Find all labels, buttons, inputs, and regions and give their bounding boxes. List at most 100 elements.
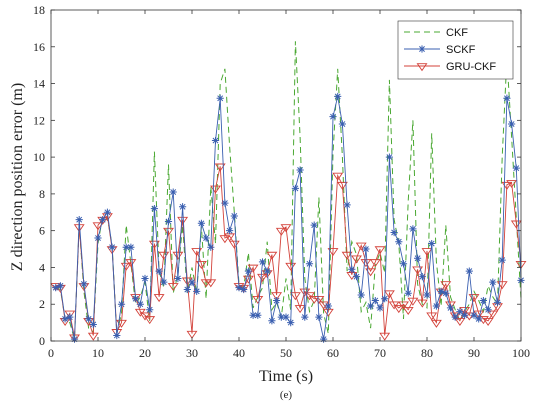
data-point: [240, 285, 248, 294]
data-point: [254, 311, 262, 319]
legend-entry: GRU-CKF: [404, 61, 496, 73]
data-point: [503, 94, 511, 102]
data-point: [418, 273, 426, 281]
x-tick-label: 90: [468, 346, 480, 360]
data-point: [498, 256, 506, 264]
data-point: [122, 243, 130, 251]
data-point: [277, 313, 285, 321]
data-point: [463, 312, 475, 321]
data-point: [167, 283, 179, 292]
data-point: [132, 295, 140, 303]
data-point: [287, 319, 295, 327]
data-point: [468, 294, 480, 303]
data-point: [461, 311, 469, 319]
y-tick-label: 12: [33, 113, 45, 127]
y-tick-label: 10: [33, 150, 45, 164]
data-point: [341, 251, 353, 260]
data-point: [423, 291, 431, 299]
data-point: [56, 282, 64, 290]
data-point: [235, 284, 243, 292]
data-point: [205, 279, 217, 288]
x-tick-label: 70: [374, 346, 386, 360]
data-point: [87, 332, 99, 341]
data-point: [324, 302, 332, 310]
data-point: [92, 222, 104, 231]
data-point: [334, 92, 342, 101]
data-point: [141, 274, 149, 283]
legend: CKF SCKF GRU-CKF: [397, 20, 514, 80]
data-point: [181, 277, 193, 286]
data-point: [412, 266, 424, 275]
data-point: [442, 289, 450, 297]
data-point: [195, 261, 207, 269]
data-point: [70, 335, 79, 343]
data-point: [257, 273, 268, 282]
data-point: [211, 136, 220, 145]
y-tick-label: 8: [39, 187, 45, 201]
data-point: [432, 302, 440, 310]
data-point: [383, 290, 395, 299]
y-tick-label: 4: [39, 260, 45, 274]
data-point: [409, 225, 417, 233]
y-tick-label: 2: [39, 297, 45, 311]
data-point: [327, 248, 339, 257]
x-tick-label: 60: [327, 346, 339, 360]
data-point: [120, 262, 132, 271]
data-point: [365, 268, 377, 277]
data-point: [127, 243, 135, 251]
data-point: [103, 208, 111, 216]
data-point: [273, 296, 281, 305]
data-point: [266, 251, 278, 260]
data-point: [338, 120, 346, 128]
data-point: [376, 304, 384, 312]
data-point: [301, 313, 309, 321]
y-tick-label: 14: [33, 77, 45, 91]
data-point: [174, 274, 182, 283]
data-point: [99, 216, 107, 224]
data-point: [188, 278, 196, 286]
data-point: [89, 320, 97, 329]
data-point: [113, 331, 121, 340]
data-point: [146, 306, 154, 314]
data-point: [426, 312, 438, 321]
data-point: [155, 267, 163, 275]
x-tick-label: 50: [280, 346, 292, 360]
data-point: [416, 299, 428, 308]
data-point: [440, 281, 452, 290]
data-point: [291, 184, 299, 192]
data-point: [404, 289, 412, 297]
data-point: [398, 301, 409, 310]
data-point: [343, 201, 351, 209]
data-point: [430, 319, 442, 328]
data-point: [108, 243, 116, 251]
x-tick-label: 100: [512, 346, 530, 360]
data-point: [484, 306, 492, 314]
data-point: [258, 258, 267, 266]
data-point: [230, 212, 238, 220]
data-point: [320, 335, 328, 343]
series-line: [55, 166, 522, 338]
legend-marker: [416, 63, 428, 72]
data-point: [305, 260, 314, 268]
data-point: [393, 305, 405, 314]
series-sckf: [52, 92, 525, 343]
data-point: [475, 315, 483, 323]
data-point: [226, 227, 234, 235]
data-point: [61, 315, 69, 323]
x-tick-label: 10: [92, 346, 104, 360]
data-point: [479, 296, 487, 305]
data-point: [289, 292, 301, 301]
data-point: [172, 251, 184, 260]
data-point: [348, 265, 356, 273]
data-point: [437, 287, 445, 295]
data-point: [85, 315, 93, 323]
data-point: [252, 295, 264, 304]
data-point: [385, 153, 393, 161]
data-point: [80, 280, 88, 288]
data-point: [470, 311, 478, 319]
series-ckf: [55, 41, 522, 340]
data-point: [414, 254, 422, 262]
data-point: [216, 94, 224, 102]
y-tick-label: 18: [33, 3, 45, 17]
